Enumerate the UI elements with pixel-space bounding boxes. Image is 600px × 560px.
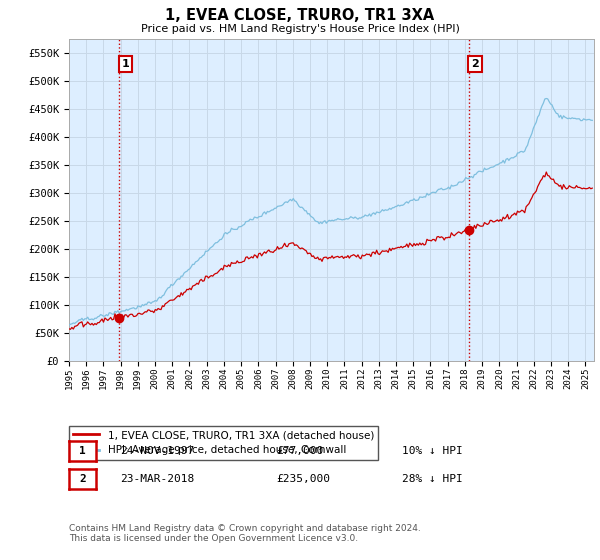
Legend: 1, EVEA CLOSE, TRURO, TR1 3XA (detached house), HPI: Average price, detached hou: 1, EVEA CLOSE, TRURO, TR1 3XA (detached … xyxy=(69,426,378,460)
Text: Price paid vs. HM Land Registry's House Price Index (HPI): Price paid vs. HM Land Registry's House … xyxy=(140,24,460,34)
Text: 28% ↓ HPI: 28% ↓ HPI xyxy=(402,474,463,484)
Text: 23-MAR-2018: 23-MAR-2018 xyxy=(120,474,194,484)
Text: 24-NOV-1997: 24-NOV-1997 xyxy=(120,446,194,456)
Text: £77,000: £77,000 xyxy=(276,446,323,456)
Text: Contains HM Land Registry data © Crown copyright and database right 2024.
This d: Contains HM Land Registry data © Crown c… xyxy=(69,524,421,543)
Text: 10% ↓ HPI: 10% ↓ HPI xyxy=(402,446,463,456)
Text: 1: 1 xyxy=(79,446,86,456)
Text: 2: 2 xyxy=(79,474,86,484)
Text: £235,000: £235,000 xyxy=(276,474,330,484)
Text: 1, EVEA CLOSE, TRURO, TR1 3XA: 1, EVEA CLOSE, TRURO, TR1 3XA xyxy=(166,8,434,24)
Text: 1: 1 xyxy=(121,59,129,69)
Text: 2: 2 xyxy=(471,59,479,69)
